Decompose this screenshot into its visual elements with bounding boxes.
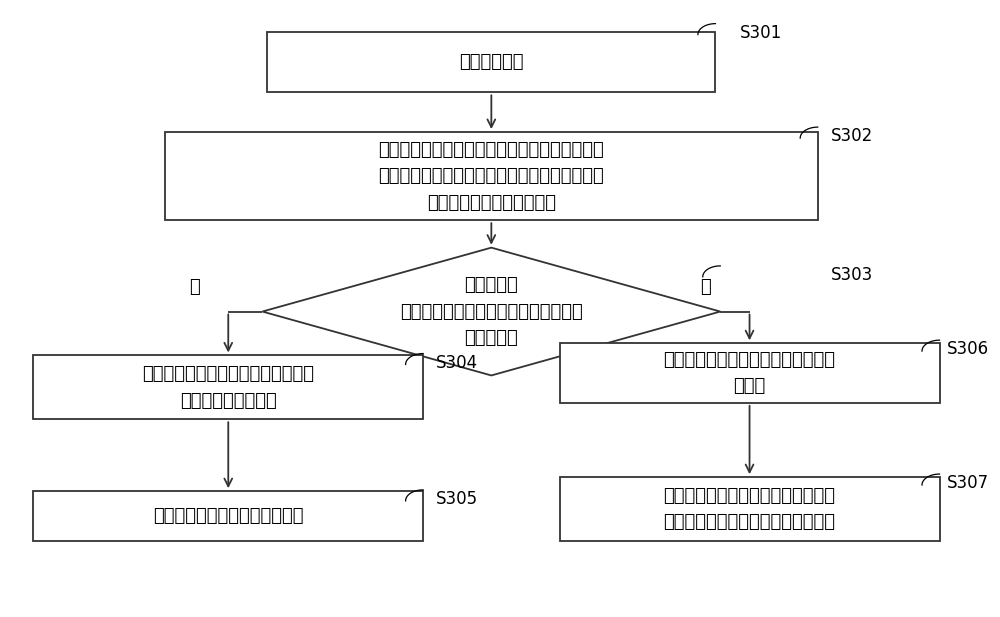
FancyBboxPatch shape — [267, 31, 715, 93]
Text: S301: S301 — [740, 23, 782, 41]
Polygon shape — [262, 247, 720, 376]
FancyBboxPatch shape — [560, 343, 940, 403]
Text: 等待服务器返回的用户语音的在线解
析结果: 等待服务器返回的用户语音的在线解 析结果 — [664, 351, 836, 395]
Text: S302: S302 — [830, 127, 873, 145]
Text: S305: S305 — [436, 490, 478, 508]
FancyBboxPatch shape — [560, 477, 940, 541]
Text: 对离线识别文本进行解析，得到用户
语音的离线解析结果: 对离线识别文本进行解析，得到用户 语音的离线解析结果 — [142, 365, 314, 410]
Text: S303: S303 — [830, 266, 873, 284]
FancyBboxPatch shape — [33, 355, 423, 420]
Text: S304: S304 — [436, 354, 478, 371]
Text: 否: 否 — [700, 278, 711, 296]
FancyBboxPatch shape — [165, 132, 818, 220]
Text: 在接收到服务器返回的在线解析结果
后，根据在线解析结果控制车载设备: 在接收到服务器返回的在线解析结果 后，根据在线解析结果控制车载设备 — [664, 487, 836, 531]
Text: S306: S306 — [947, 340, 989, 358]
Text: 是: 是 — [189, 278, 200, 296]
Text: 确定本地的
文本数据库中是否存在于离线识别文本
匹配的文本: 确定本地的 文本数据库中是否存在于离线识别文本 匹配的文本 — [400, 276, 583, 347]
Text: S307: S307 — [947, 474, 989, 492]
Text: 根据离线解析结果控制车载设备: 根据离线解析结果控制车载设备 — [153, 507, 304, 525]
FancyBboxPatch shape — [33, 491, 423, 541]
Text: 对用户语音进行离线识别，得到离线识别文本，
并将用户语音发送至服务器，以对用户语音进行
在线的语音识别和语义解析: 对用户语音进行离线识别，得到离线识别文本， 并将用户语音发送至服务器，以对用户语… — [378, 141, 604, 212]
Text: 获取用户语音: 获取用户语音 — [459, 53, 524, 71]
